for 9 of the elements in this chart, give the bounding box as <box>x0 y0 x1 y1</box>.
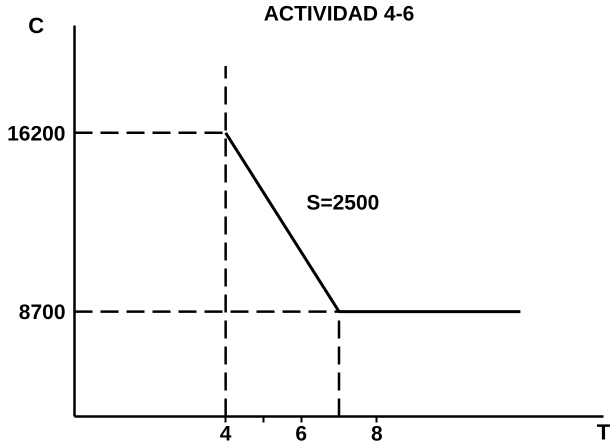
x-tick-label: 6 <box>295 422 308 446</box>
y-tick-label: 8700 <box>18 301 66 324</box>
chart-title: ACTIVIDAD 4-6 <box>264 2 414 26</box>
x-tick-label: 8 <box>370 422 383 446</box>
x-axis-title: T <box>596 420 611 444</box>
y-tick-label: 16200 <box>7 122 66 146</box>
annotation: S=2500 <box>306 192 380 215</box>
y-axis-title: C <box>28 13 44 38</box>
x-tick-label: 4 <box>220 422 232 446</box>
